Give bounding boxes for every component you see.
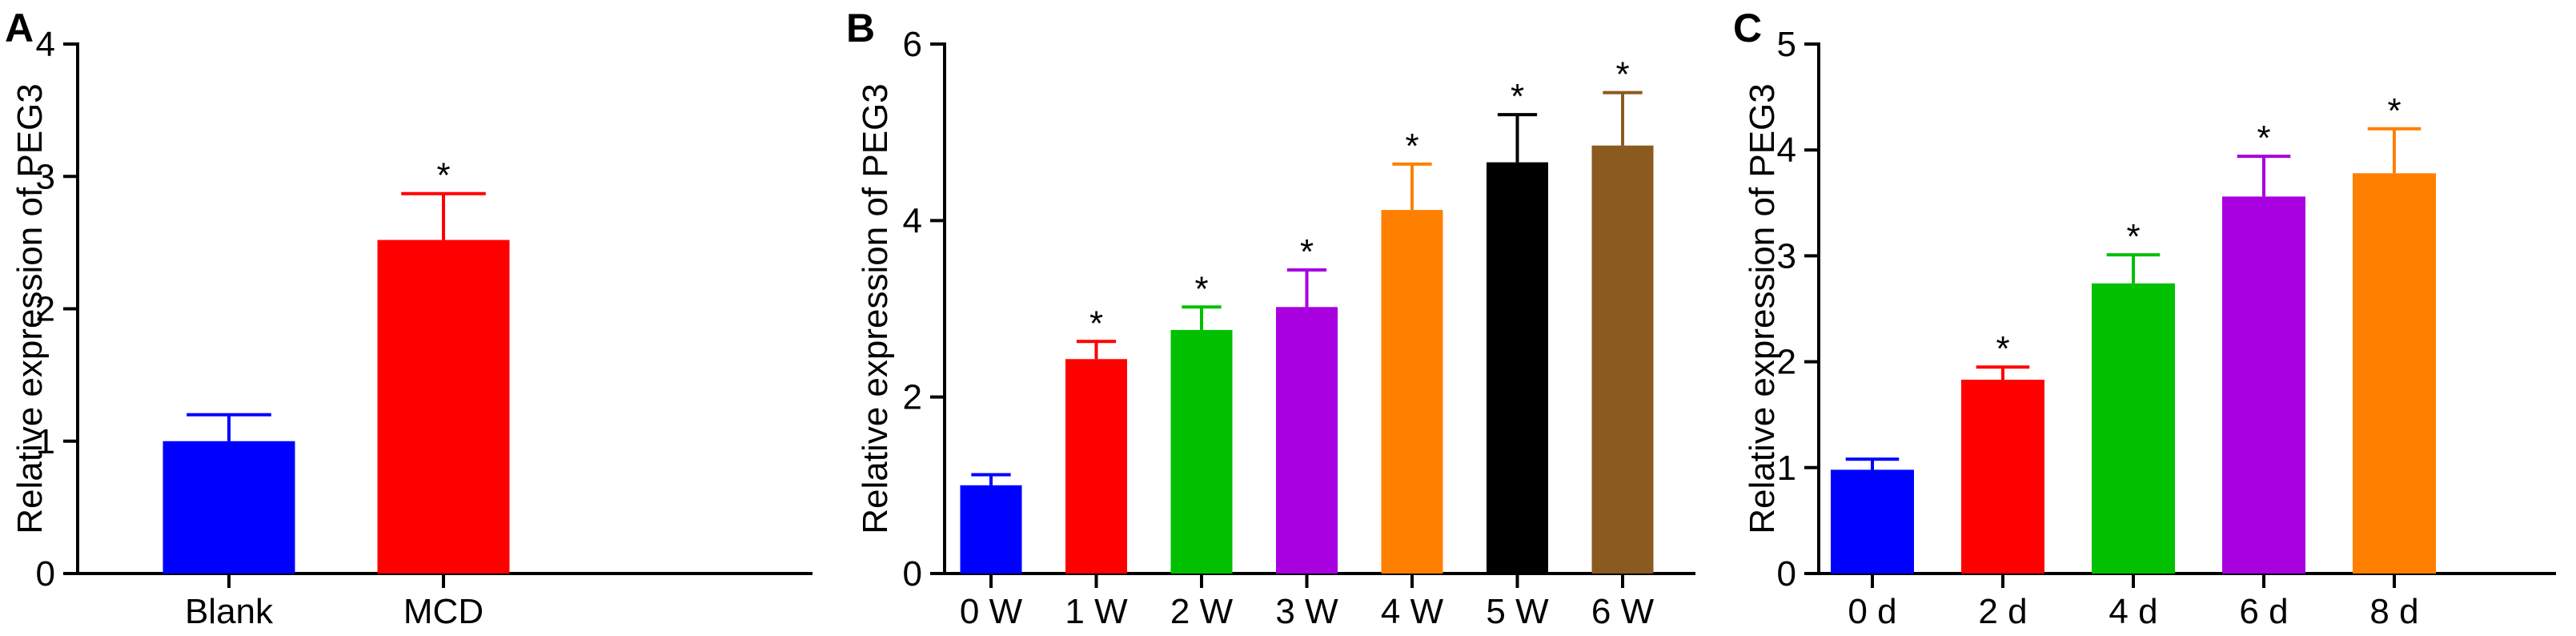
bar: [1831, 469, 1914, 574]
panel-b-letter: B: [846, 6, 875, 50]
y-tick-label: 1: [1777, 449, 1796, 488]
y-tick-label: 0: [1777, 554, 1796, 594]
panel-c-letter: C: [1733, 6, 1762, 50]
significance-marker: *: [1089, 304, 1103, 343]
y-tick-label: 4: [903, 201, 922, 240]
y-tick-label: 3: [36, 157, 55, 196]
panel-c: C Relative expression of PEG3 0 1 2 3 4 5 0 d 2 …: [1733, 6, 2556, 631]
bar: [1961, 380, 2044, 574]
x-tick-label: 4 d: [2109, 592, 2157, 631]
x-tick-label: 6 W: [1591, 592, 1655, 631]
bar: [377, 240, 510, 574]
significance-marker: *: [1615, 55, 1629, 95]
significance-marker: *: [1405, 127, 1418, 166]
y-tick-label: 2: [903, 378, 922, 417]
panel-a-chart: Relative expression of PEG3 0 1 2 3 4 Blank MCD…: [10, 25, 813, 631]
significance-marker: *: [2126, 217, 2140, 256]
x-tick-label: 5 W: [1486, 592, 1549, 631]
significance-marker: *: [1300, 232, 1314, 272]
y-tick-label: 4: [1777, 131, 1796, 170]
y-axis-title: Relative expression of PEG3: [1743, 83, 1782, 534]
bar: [1170, 329, 1233, 574]
significance-marker: *: [2257, 119, 2270, 158]
y-tick-label: 2: [1777, 343, 1796, 382]
y-tick-label: 0: [903, 554, 922, 594]
x-tick-label: 3 W: [1275, 592, 1338, 631]
x-tick-label: 2 W: [1170, 592, 1234, 631]
significance-marker: *: [2387, 91, 2401, 131]
panel-a-letter: A: [5, 6, 34, 50]
y-tick-label: 4: [36, 25, 55, 64]
y-axis-title: Relative expression of PEG3: [856, 83, 895, 534]
x-tick-label: 0 W: [960, 592, 1023, 631]
bar: [2353, 173, 2436, 574]
y-tick-label: 3: [1777, 236, 1796, 276]
y-tick-label: 1: [36, 422, 55, 461]
significance-marker: *: [436, 156, 450, 195]
x-tick-label: 0 d: [1848, 592, 1896, 631]
bar: [960, 485, 1022, 574]
bar: [1381, 210, 1443, 574]
bar: [1487, 162, 1548, 574]
y-tick-label: 0: [36, 554, 55, 594]
x-tick-label: MCD: [403, 592, 484, 631]
x-tick-label: Blank: [185, 592, 274, 631]
significance-marker: *: [1194, 269, 1208, 308]
y-axis-title: Relative expression of PEG3: [10, 83, 50, 534]
y-tick-label: 6: [903, 25, 922, 64]
y-tick-label: 2: [36, 290, 55, 329]
bar: [2222, 196, 2305, 574]
x-tick-label: 4 W: [1381, 592, 1444, 631]
bar: [2092, 283, 2175, 574]
y-tick-label: 5: [1777, 25, 1796, 64]
bar: [1591, 145, 1654, 574]
bar: [1065, 359, 1127, 574]
x-tick-label: 8 d: [2369, 592, 2418, 631]
x-tick-label: 2 d: [1978, 592, 2027, 631]
bar: [1276, 307, 1338, 574]
bar: [163, 441, 295, 574]
x-tick-label: 1 W: [1065, 592, 1128, 631]
significance-marker: *: [1996, 329, 2009, 368]
panel-c-chart: Relative expression of PEG3 0 1 2 3 4 5 0 d 2 d *…: [1743, 25, 2556, 631]
panel-a: A Relative expression of PEG3 0 1 2 3 4 Blank M…: [5, 6, 813, 631]
significance-marker: *: [1511, 77, 1524, 116]
x-tick-label: 6 d: [2239, 592, 2288, 631]
